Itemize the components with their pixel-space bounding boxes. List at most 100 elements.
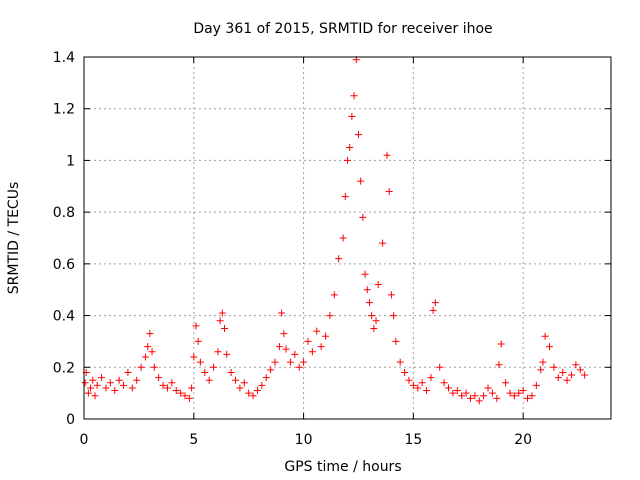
data-point xyxy=(462,389,470,397)
x-tick-label: 5 xyxy=(189,432,198,448)
data-point xyxy=(214,348,222,356)
data-point xyxy=(249,392,257,400)
data-point xyxy=(401,368,409,376)
data-point xyxy=(495,361,503,369)
data-point xyxy=(300,358,308,366)
data-point xyxy=(363,286,371,294)
data-point xyxy=(572,361,580,369)
data-point xyxy=(344,156,351,164)
data-point xyxy=(387,291,395,299)
data-point xyxy=(436,363,444,371)
plot-frame xyxy=(83,56,612,420)
data-point xyxy=(475,397,483,405)
data-point xyxy=(484,384,492,392)
data-point xyxy=(93,381,101,389)
data-point xyxy=(458,392,466,400)
data-point xyxy=(431,299,439,307)
data-point xyxy=(576,366,584,374)
data-point xyxy=(275,343,283,351)
data-point xyxy=(346,144,354,151)
data-point xyxy=(115,376,123,384)
x-tick-label: 10 xyxy=(295,432,313,448)
data-point xyxy=(144,343,152,351)
data-point xyxy=(554,374,562,382)
data-point xyxy=(322,332,330,340)
data-point xyxy=(141,353,149,361)
data-point xyxy=(81,379,89,387)
data-point xyxy=(497,340,505,348)
data-point xyxy=(427,374,435,382)
data-point xyxy=(102,384,110,392)
data-point xyxy=(365,299,373,307)
data-point xyxy=(159,381,167,389)
y-tick-label: 0.6 xyxy=(53,257,75,273)
data-point xyxy=(541,332,549,340)
data-points xyxy=(81,56,589,405)
data-point xyxy=(368,312,376,320)
data-point xyxy=(392,337,400,345)
y-axis-label: SRMTID / TECUs xyxy=(6,182,22,295)
data-point xyxy=(339,234,347,242)
data-point xyxy=(205,376,213,384)
data-point xyxy=(515,389,523,397)
data-point xyxy=(280,330,288,338)
data-point xyxy=(133,376,141,384)
data-point xyxy=(245,389,253,397)
data-point xyxy=(271,358,279,366)
data-point xyxy=(89,376,97,384)
data-point xyxy=(308,348,316,356)
data-point xyxy=(278,309,286,317)
data-point xyxy=(210,363,218,371)
data-point xyxy=(196,358,204,366)
data-point xyxy=(295,363,303,371)
data-point xyxy=(227,368,235,376)
y-tick-label: 0 xyxy=(66,412,75,428)
data-point xyxy=(539,358,547,366)
x-axis-label: GPS time / hours xyxy=(284,459,401,475)
y-tick-label: 1 xyxy=(66,153,75,169)
x-tick-label: 20 xyxy=(514,432,532,448)
data-point xyxy=(445,384,453,392)
data-point xyxy=(532,381,540,389)
data-point xyxy=(449,389,457,397)
data-point xyxy=(258,381,266,389)
data-point xyxy=(480,392,488,400)
data-point xyxy=(537,366,545,374)
data-point xyxy=(440,379,448,387)
data-point xyxy=(429,306,437,314)
data-point xyxy=(84,389,92,397)
data-point xyxy=(326,312,334,320)
y-tick-label: 1.4 xyxy=(53,50,75,66)
data-point xyxy=(194,337,202,345)
data-point xyxy=(223,350,231,358)
data-point xyxy=(192,322,200,330)
data-point xyxy=(379,239,387,247)
data-point xyxy=(330,291,338,299)
x-tick-label: 0 xyxy=(80,432,89,448)
y-tick-label: 0.2 xyxy=(53,360,75,376)
data-point xyxy=(172,387,180,395)
data-point xyxy=(390,312,398,320)
data-point xyxy=(409,381,417,389)
data-point xyxy=(423,387,431,395)
data-point xyxy=(357,177,365,185)
data-point xyxy=(190,353,198,361)
data-point xyxy=(348,112,356,120)
data-point xyxy=(354,131,362,139)
data-point xyxy=(150,363,158,371)
data-point xyxy=(466,394,474,402)
data-point xyxy=(488,389,496,397)
data-point xyxy=(91,392,99,400)
axis-ticks: 0 0.2 0.4 0.6 0.8 1 1.2 1.4 0 5 10 15 20 xyxy=(53,50,611,448)
data-point xyxy=(124,368,132,376)
data-point xyxy=(418,379,426,387)
data-point xyxy=(240,379,248,387)
data-point xyxy=(510,392,518,400)
data-point xyxy=(528,392,536,400)
data-point xyxy=(286,358,294,366)
data-point xyxy=(221,325,229,332)
data-point xyxy=(453,387,461,395)
data-point xyxy=(383,151,391,159)
